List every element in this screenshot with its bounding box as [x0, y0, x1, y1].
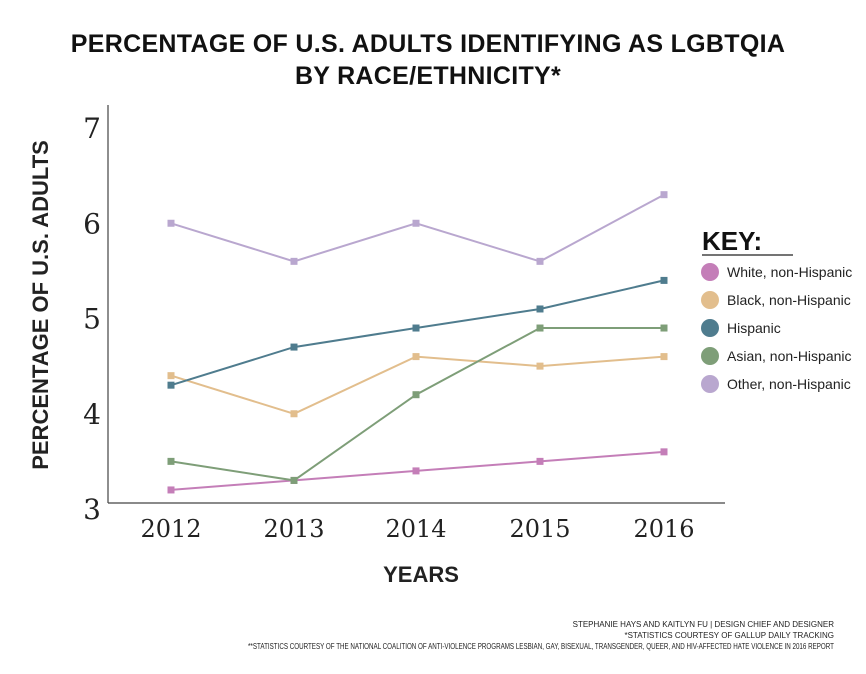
legend-swatch — [701, 291, 719, 309]
data-point — [167, 381, 175, 389]
x-tick-labels: 2012 2013 2014 2015 2016 — [140, 515, 694, 543]
credit-gallup: *STATISTICS COURTESY OF GALLUP DAILY TRA… — [624, 631, 834, 640]
y-tick-labels: 3 4 5 6 7 — [83, 112, 101, 526]
y-tick-label: 3 — [83, 493, 101, 526]
legend-swatch — [701, 375, 719, 393]
data-point — [536, 324, 544, 332]
data-point — [412, 324, 420, 332]
data-point — [536, 362, 544, 370]
series-layer — [167, 191, 668, 494]
credits: STEPHANIE HAYS AND KAITLYN FU | DESIGN C… — [248, 620, 834, 651]
legend-swatch — [701, 263, 719, 281]
y-tick-label: 5 — [83, 303, 101, 336]
data-point — [412, 467, 420, 475]
chart-subtitle: BY RACE/ETHNICITY* — [295, 62, 561, 90]
legend-label: White, non-Hispanic — [727, 264, 852, 280]
y-axis-title: PERCENTAGE OF U.S. ADULTS — [28, 140, 53, 470]
series-line — [170, 355, 665, 415]
x-tick-label: 2014 — [385, 515, 446, 543]
data-point — [412, 219, 420, 227]
data-point — [290, 410, 298, 418]
credit-designers: STEPHANIE HAYS AND KAITLYN FU | DESIGN C… — [573, 620, 835, 629]
data-point — [536, 457, 544, 465]
legend-swatch — [701, 319, 719, 337]
data-point — [660, 324, 668, 332]
data-point — [536, 257, 544, 265]
data-point — [290, 257, 298, 265]
data-point — [660, 191, 668, 199]
series-line — [170, 193, 665, 263]
y-tick-label: 7 — [83, 112, 101, 145]
series-line — [170, 279, 665, 387]
legend-label: Other, non-Hispanic — [727, 376, 851, 392]
data-point — [290, 343, 298, 351]
data-point — [660, 353, 668, 361]
data-point — [167, 219, 175, 227]
data-point — [167, 372, 175, 380]
x-tick-label: 2012 — [140, 515, 201, 543]
legend-items: White, non-Hispanic Black, non-Hispanic Hi… — [701, 263, 852, 393]
y-tick-label: 6 — [83, 207, 101, 240]
legend: KEY: White, non-Hispanic Black, non-Hispa… — [701, 226, 852, 393]
legend-label: Black, non-Hispanic — [727, 292, 851, 308]
y-tick-label: 4 — [83, 398, 101, 431]
data-point — [412, 391, 420, 399]
data-point — [660, 276, 668, 284]
legend-label: Asian, non-Hispanic — [727, 348, 852, 364]
data-point — [660, 448, 668, 456]
data-point — [167, 457, 175, 465]
legend-label: Hispanic — [727, 320, 781, 336]
data-point — [167, 486, 175, 494]
x-tick-label: 2015 — [509, 515, 570, 543]
data-point — [290, 476, 298, 484]
data-point — [536, 305, 544, 313]
x-tick-label: 2013 — [263, 515, 324, 543]
x-tick-label: 2016 — [633, 515, 694, 543]
chart-title: PERCENTAGE OF U.S. ADULTS IDENTIFYING AS… — [71, 30, 785, 58]
legend-swatch — [701, 347, 719, 365]
x-axis-title: YEARS — [383, 562, 459, 587]
legend-title: KEY: — [702, 226, 762, 256]
data-point — [412, 353, 420, 361]
credit-ncavp: **STATISTICS COURTESY OF THE NATIONAL CO… — [248, 642, 834, 651]
